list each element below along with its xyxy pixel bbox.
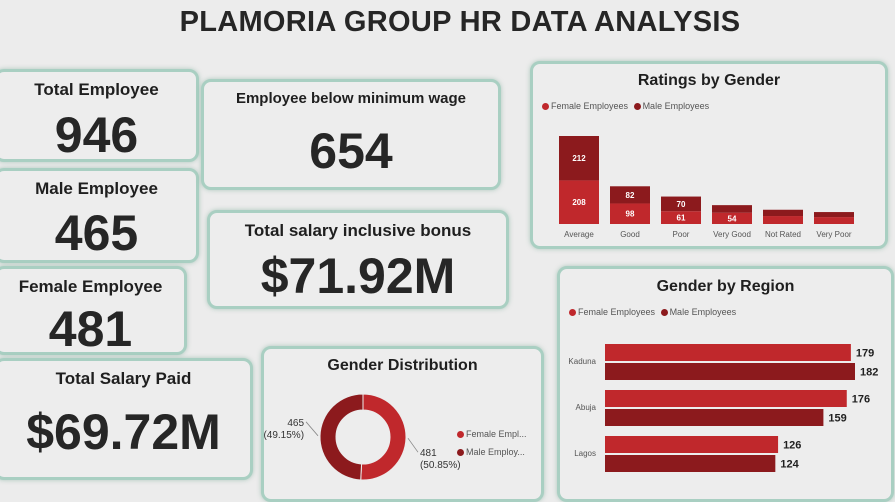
salary-paid-label: Total Salary Paid (55, 369, 192, 388)
bar-data-label: 182 (860, 367, 878, 379)
female-employee-card: Female Employee 481 (0, 266, 187, 357)
bar-not-rated-male (763, 209, 803, 217)
male-employee-value: 465 (54, 205, 139, 261)
bar-lagos-female (605, 436, 779, 453)
bar-kaduna-female (605, 344, 851, 361)
bar-data-label: 82 (626, 191, 635, 200)
donut-data-label-value: 481 (420, 448, 437, 459)
legend-dot-female (542, 102, 549, 110)
legend-dot-female (457, 431, 464, 439)
x-tick-label: Good (620, 230, 640, 239)
region-chart-title: Gender by Region (656, 278, 795, 295)
donut-slice-female (360, 393, 407, 481)
bar-very-poor-female (814, 217, 854, 224)
ratings-legend-male[interactable]: Male Employees (633, 100, 710, 111)
bar-data-label: 179 (856, 348, 874, 360)
bar-good-female (610, 203, 650, 224)
below-min-wage-value: 654 (309, 123, 393, 179)
y-tick-label: Kaduna (568, 357, 596, 366)
region-legend: Female Employees Male Employees (569, 306, 736, 317)
bar-very-good-female (712, 212, 752, 224)
ratings-chart-card: Ratings by Gender Female Employees Male … (530, 61, 888, 249)
bar-data-label: 126 (783, 440, 801, 452)
x-tick-label: Not Rated (765, 230, 801, 239)
region-chart-card: Gender by Region Female Employees Male E… (557, 266, 894, 502)
salary-bonus-card: Total salary inclusive bonus $71.92M (207, 210, 509, 309)
salary-bonus-value: $71.92M (260, 248, 456, 304)
gender-legend-female-label: Female Empl... (466, 429, 527, 439)
below-min-wage-label: Employee below minimum wage (235, 90, 467, 107)
x-tick-label: Average (564, 230, 594, 239)
region-bar-chart: Kaduna 179 182 Abuja 176 159 Lagos 126 124 (568, 344, 878, 472)
gender-legend: Female Empl... Male Employ... (457, 425, 527, 461)
bar-kaduna-male (605, 363, 855, 380)
donut-data-label-pct: (50.85%) (420, 460, 461, 471)
bar-data-label: 176 (852, 394, 870, 406)
gender-donut-chart: 481(50.85%) 465(49.15%) (264, 393, 461, 481)
bar-average-female (559, 180, 599, 224)
region-legend-female[interactable]: Female Employees (569, 307, 655, 317)
bar-not-rated-female (763, 216, 803, 224)
region-legend-male-label: Male Employees (669, 306, 737, 317)
ratings-legend-male-label: Male Employees (642, 100, 710, 111)
gender-legend-male-label: Male Employ... (466, 447, 525, 457)
y-tick-label: Lagos (574, 449, 596, 458)
female-employee-value: 481 (48, 301, 133, 357)
below-min-wage-card: Employee below minimum wage 654 (201, 79, 501, 190)
donut-leader-line (305, 421, 319, 437)
bar-data-label: 98 (626, 210, 635, 219)
donut-slice-male (319, 393, 364, 481)
bar-very-poor-male (814, 212, 854, 218)
bar-poor-female (661, 211, 701, 224)
bar-lagos-male (605, 455, 776, 472)
legend-dot-male (633, 102, 641, 110)
bar-poor-male (661, 196, 701, 212)
total-employee-label: Total Employee (34, 80, 159, 99)
bar-data-label: 159 (828, 413, 846, 425)
bar-abuja-male (605, 409, 824, 426)
ratings-legend: Female Employees Male Employees (542, 100, 709, 111)
gender-legend-female[interactable]: Female Empl... (457, 425, 527, 443)
salary-paid-value: $69.72M (26, 404, 221, 460)
bar-very-good-male (712, 205, 752, 213)
region-legend-female-label: Female Employees (578, 306, 656, 317)
bar-data-label: 212 (572, 154, 586, 163)
bar-data-label: 70 (677, 200, 686, 209)
bar-data-label: 208 (572, 198, 586, 207)
legend-dot-male (457, 449, 464, 457)
male-employee-card: Male Employee 465 (0, 168, 199, 263)
total-employee-card: Total Employee 946 (0, 69, 199, 163)
ratings-chart-title: Ratings by Gender (637, 72, 781, 89)
gender-legend-male[interactable]: Male Employ... (457, 443, 527, 461)
ratings-bar-chart: 208 212 Average 98 82 Good 61 70 Poor 54 Very Good… (559, 136, 854, 239)
ratings-legend-female[interactable]: Female Employees (542, 101, 628, 111)
region-legend-male[interactable]: Male Employees (660, 306, 737, 317)
bar-abuja-female (605, 390, 847, 407)
x-tick-label: Very Poor (816, 230, 851, 239)
ratings-legend-female-label: Female Employees (551, 100, 629, 111)
total-employee-value: 946 (54, 107, 139, 163)
y-tick-label: Abuja (576, 403, 597, 412)
x-tick-label: Poor (673, 230, 690, 239)
bar-data-label: 61 (677, 214, 686, 223)
x-tick-label: Very Good (713, 230, 751, 239)
donut-data-label-pct: (49.15%) (264, 430, 304, 441)
male-employee-label: Male Employee (35, 179, 158, 198)
gender-chart-card: Gender Distribution Female Empl... Male … (261, 346, 544, 502)
female-employee-label: Female Employee (18, 277, 163, 296)
legend-dot-male (660, 308, 668, 316)
legend-dot-female (569, 308, 576, 316)
salary-bonus-label: Total salary inclusive bonus (244, 221, 472, 240)
bar-data-label: 54 (728, 214, 737, 223)
bar-good-male (610, 186, 650, 204)
salary-paid-card: Total Salary Paid $69.72M (0, 358, 253, 480)
dashboard-title: PLAMORIA GROUP HR DATA ANALYSIS (179, 6, 741, 38)
bar-data-label: 124 (780, 459, 799, 471)
donut-leader-line (407, 437, 419, 453)
donut-data-label-value: 465 (287, 418, 304, 429)
bar-average-male (559, 136, 599, 181)
gender-chart-title: Gender Distribution (327, 357, 478, 374)
